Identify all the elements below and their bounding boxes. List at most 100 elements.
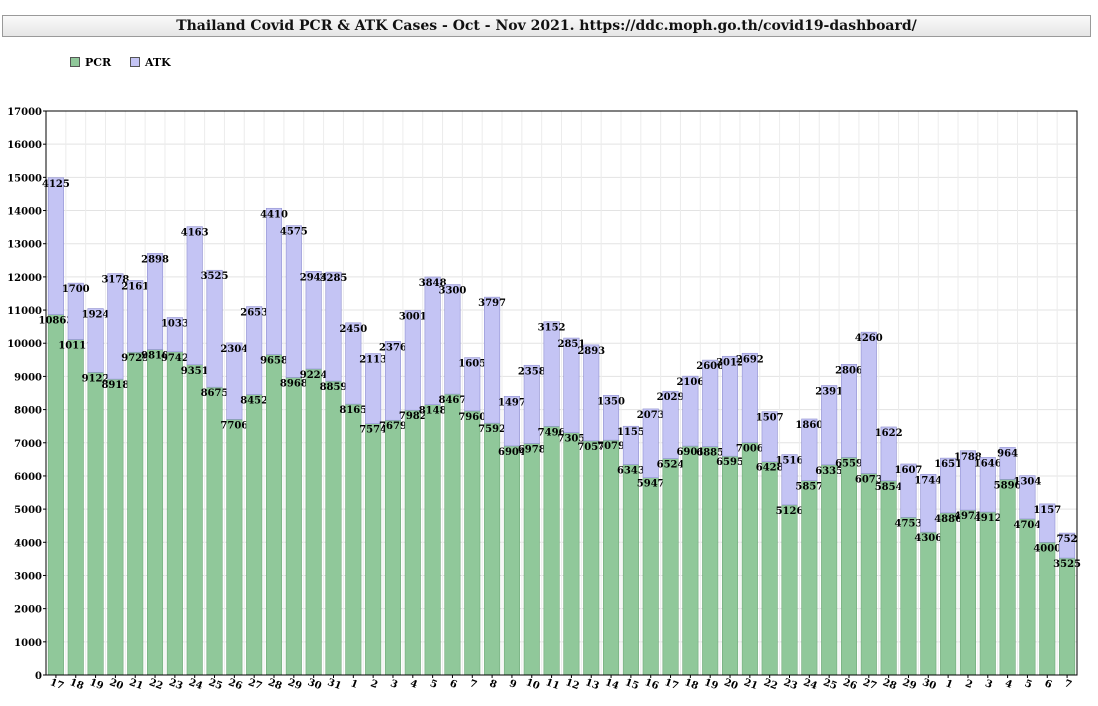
bar-pcr — [642, 477, 659, 676]
bar-atk — [860, 331, 877, 474]
legend-item-atk: ATK — [130, 56, 171, 69]
y-tick-label: 2000 — [14, 605, 42, 616]
bar-atk — [940, 457, 957, 514]
x-tick-label: 23 — [167, 677, 184, 692]
y-tick-label: 15000 — [7, 173, 42, 184]
y-tick-label: 7000 — [14, 439, 42, 450]
data-label-atk: 2653 — [240, 308, 268, 319]
x-tick-label: 5 — [1023, 678, 1033, 691]
data-label-pcr: 10111 — [58, 341, 93, 352]
bar-atk — [840, 364, 858, 458]
x-tick-label: 25 — [207, 677, 224, 692]
data-label-atk: 4163 — [181, 228, 209, 239]
x-tick-label: 4 — [1003, 678, 1013, 691]
data-label-pcr: 9351 — [181, 366, 209, 377]
bar-atk — [702, 359, 719, 447]
bar-atk — [999, 447, 1016, 480]
data-label-pcr: 8467 — [439, 395, 467, 406]
bar-atk — [761, 411, 778, 463]
data-label-atk: 3152 — [538, 323, 566, 334]
chart-title: Thailand Covid PCR & ATK Cases - Oct - N… — [2, 15, 1091, 37]
data-label-pcr: 8165 — [339, 405, 367, 416]
x-tick-label: 3 — [389, 678, 399, 691]
y-tick-label: 14000 — [7, 207, 42, 218]
bar-atk — [127, 280, 144, 353]
x-tick-label: 26 — [841, 677, 858, 692]
x-tick-label: 14 — [604, 677, 621, 692]
data-label-atk: 1507 — [756, 413, 784, 424]
legend-label-atk: ATK — [145, 56, 171, 69]
data-label-atk: 1033 — [161, 319, 189, 330]
bar-atk — [107, 273, 124, 380]
y-tick-label: 16000 — [7, 140, 42, 151]
bar-atk — [543, 321, 560, 427]
data-label-pcr: 9122 — [82, 373, 110, 384]
bar-pcr — [107, 378, 124, 676]
x-tick-label: 20 — [108, 677, 125, 692]
x-tick-label: 21 — [742, 677, 759, 692]
x-tick-label: 7 — [468, 678, 478, 691]
bar-pcr — [87, 372, 104, 676]
y-tick-label: 4000 — [14, 538, 42, 549]
bar-atk — [345, 322, 362, 405]
data-label-atk: 2893 — [577, 346, 605, 357]
x-tick-label: 17 — [48, 677, 65, 692]
x-tick-label: 20 — [722, 677, 739, 692]
bar-pcr — [365, 423, 382, 676]
bar-pcr — [741, 442, 758, 676]
x-tick-label: 27 — [247, 677, 264, 692]
x-tick-label: 3 — [983, 678, 993, 691]
data-label-atk: 3178 — [101, 275, 129, 286]
data-label-atk: 2898 — [141, 254, 169, 265]
x-tick-label: 10 — [524, 677, 541, 692]
data-label-pcr: 4971 — [954, 511, 982, 522]
data-label-atk: 1304 — [1014, 477, 1042, 488]
legend-item-pcr: PCR — [70, 56, 111, 69]
bar-pcr — [979, 511, 996, 676]
data-label-atk: 3285 — [320, 273, 348, 284]
x-tick-label: 18 — [683, 677, 700, 692]
data-label-atk: 2606 — [696, 361, 724, 372]
data-label-atk: 2450 — [339, 324, 367, 335]
data-label-pcr: 7960 — [458, 412, 486, 423]
x-tick-label: 1 — [944, 678, 954, 691]
bar-pcr — [67, 339, 84, 676]
bar-pcr — [702, 446, 719, 676]
data-label-pcr: 4753 — [895, 518, 923, 529]
data-label-atk: 2304 — [220, 344, 248, 355]
bar-atk — [583, 344, 600, 442]
bar-atk — [920, 473, 937, 533]
legend-swatch-pcr — [70, 57, 80, 67]
data-label-pcr: 5854 — [875, 482, 903, 493]
x-tick-label: 15 — [623, 677, 640, 692]
x-tick-label: 7 — [1063, 678, 1073, 691]
bar-pcr — [503, 445, 520, 676]
bar-atk — [325, 271, 342, 382]
x-tick-label: 4 — [408, 678, 418, 691]
bar-pcr — [761, 461, 778, 676]
data-label-pcr: 7079 — [597, 441, 625, 452]
x-tick-label: 21 — [128, 677, 145, 692]
x-tick-label: 24 — [802, 677, 819, 692]
bar-atk — [444, 284, 461, 395]
bar-atk — [603, 395, 620, 441]
bar-pcr — [801, 480, 818, 676]
data-label-atk: 2113 — [359, 355, 387, 366]
x-tick-label: 6 — [448, 678, 458, 691]
data-label-pcr: 6904 — [498, 447, 526, 458]
data-label-atk: 4260 — [855, 333, 883, 344]
bar-atk — [365, 353, 382, 425]
y-tick-label: 6000 — [14, 472, 42, 483]
bar-pcr — [940, 512, 957, 676]
x-tick-label: 23 — [782, 677, 799, 692]
data-label-pcr: 6595 — [716, 457, 744, 468]
bar-atk — [523, 364, 540, 444]
bar-pcr — [384, 419, 402, 676]
x-tick-label: 2 — [964, 678, 974, 691]
bar-pcr — [1059, 557, 1076, 676]
x-tick-label: 29 — [901, 677, 918, 692]
bar-atk — [424, 276, 441, 405]
data-label-atk: 1516 — [776, 456, 804, 467]
bar-pcr — [721, 455, 739, 676]
bar-pcr — [404, 409, 421, 676]
